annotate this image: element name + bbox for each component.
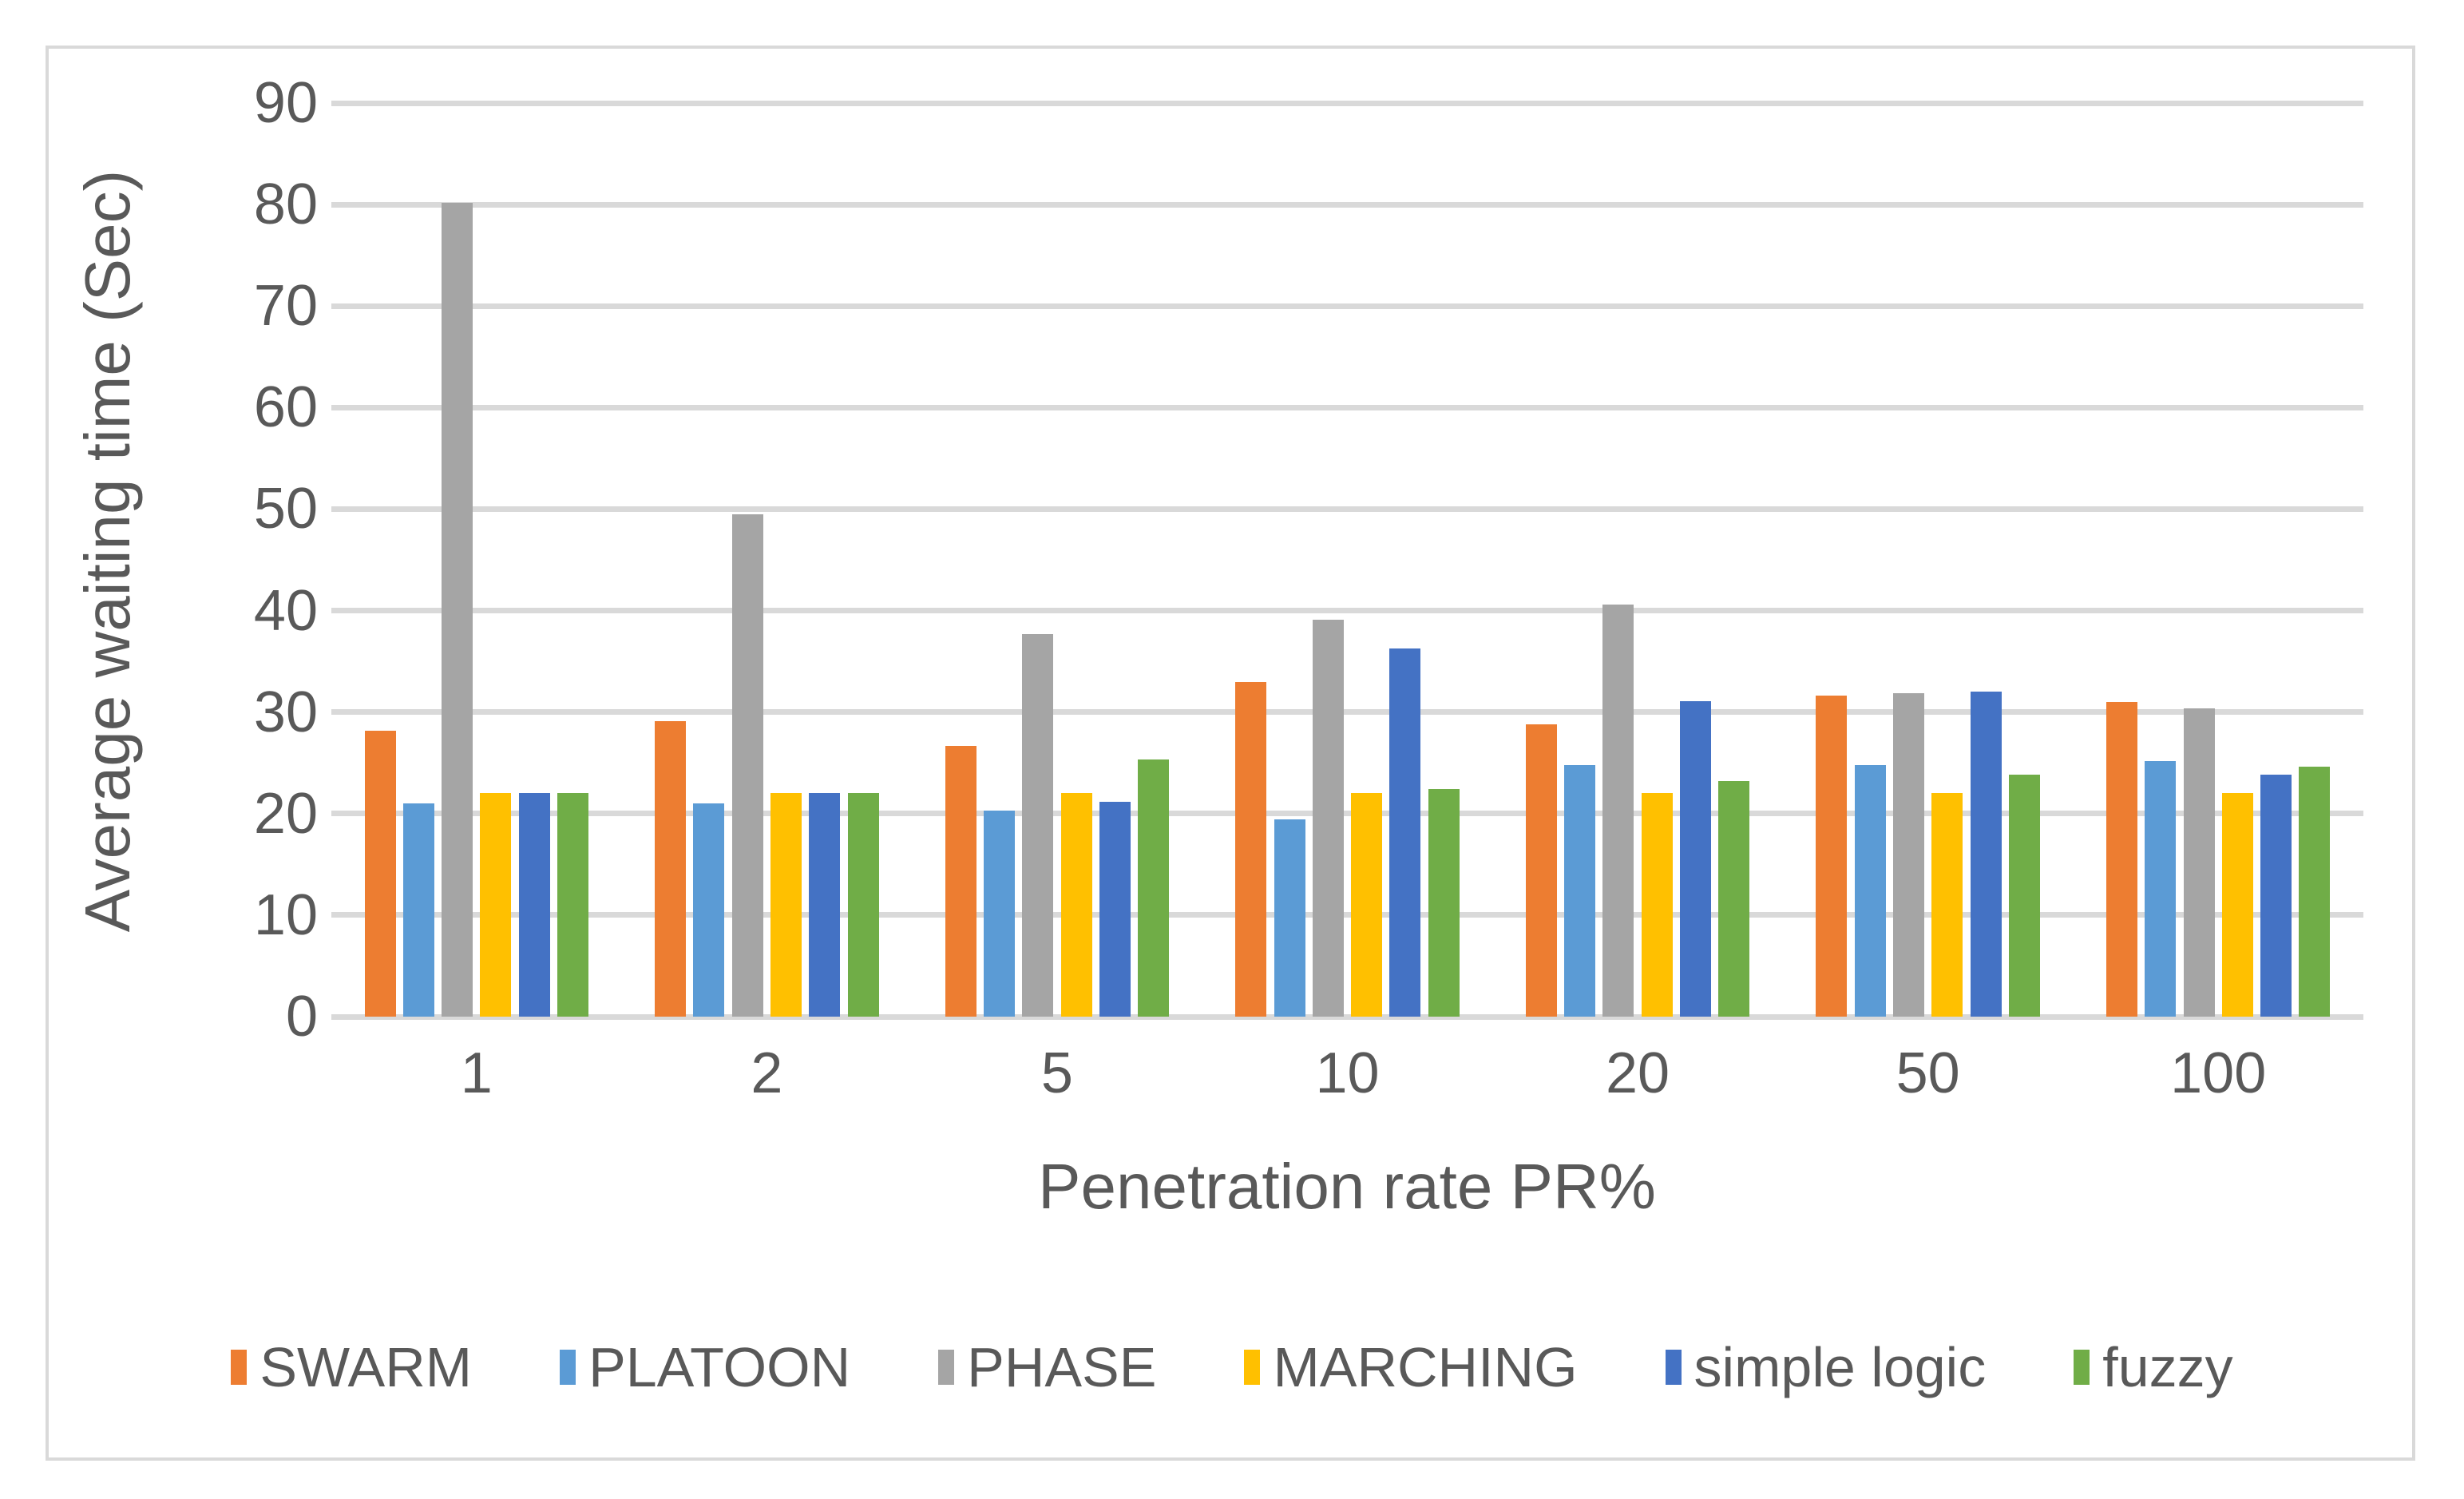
legend-item-PHASE: PHASE [938, 1335, 1156, 1399]
plot-area [331, 100, 2363, 1020]
x-tick-5: 5 [1040, 1041, 1073, 1105]
gridline [331, 912, 2363, 918]
legend-label: MARCHING [1273, 1336, 1578, 1398]
bar-SWARM-50 [1816, 696, 1848, 1017]
gridline [331, 608, 2363, 614]
bar-PHASE-2 [731, 514, 763, 1017]
x-tick-20: 20 [1606, 1041, 1670, 1105]
y-tick-0: 0 [285, 985, 318, 1049]
legend-label: SWARM [259, 1336, 473, 1398]
legend-label: fuzzy [2102, 1336, 2233, 1398]
bar-simple-logic-10 [1389, 648, 1421, 1017]
x-axis-title: Penetration rate PR% [1038, 1151, 1656, 1222]
bar-PHASE-5 [1022, 633, 1054, 1017]
legend-label: PHASE [967, 1336, 1157, 1398]
bar-MARCHING-50 [1931, 793, 1963, 1017]
bar-MARCHING-100 [2221, 793, 2253, 1017]
gridline [331, 201, 2363, 208]
bar-SWARM-5 [945, 745, 976, 1017]
legend-item-MARCHING: MARCHING [1244, 1335, 1578, 1399]
bar-PLATOON-5 [983, 810, 1015, 1017]
x-tick-2: 2 [751, 1041, 783, 1105]
y-tick-40: 40 [253, 578, 318, 643]
bar-PLATOON-2 [693, 803, 725, 1017]
bar-fuzzy-2 [847, 793, 879, 1017]
bar-fuzzy-5 [1138, 759, 1170, 1017]
y-tick-70: 70 [253, 274, 318, 339]
y-tick-50: 50 [253, 477, 318, 541]
bar-MARCHING-1 [480, 793, 512, 1017]
bar-simple-logic-5 [1099, 801, 1131, 1017]
bar-PHASE-10 [1312, 620, 1344, 1017]
x-axis-line [331, 1013, 2363, 1020]
bar-SWARM-10 [1235, 681, 1267, 1017]
y-axis-title: Average waiting time (Sec) [72, 169, 143, 933]
legend-marker-icon [231, 1350, 248, 1385]
legend-marker-icon [2074, 1350, 2090, 1385]
bar-MARCHING-5 [1060, 793, 1092, 1017]
gridline [331, 709, 2363, 716]
legend-marker-icon [1665, 1350, 1682, 1385]
x-tick-1: 1 [460, 1041, 493, 1105]
bar-simple-logic-2 [809, 793, 841, 1017]
y-tick-60: 60 [253, 375, 318, 440]
legend-marker-icon [938, 1350, 955, 1385]
bar-fuzzy-100 [2299, 767, 2331, 1017]
bar-fuzzy-1 [557, 793, 589, 1017]
bar-PLATOON-1 [402, 803, 434, 1017]
y-tick-10: 10 [253, 882, 318, 947]
bar-PHASE-100 [2183, 708, 2215, 1017]
bar-simple-logic-50 [1970, 692, 2002, 1017]
gridline [331, 404, 2363, 410]
bar-SWARM-1 [364, 730, 396, 1017]
legend-item-fuzzy: fuzzy [2074, 1335, 2233, 1399]
legend-marker-icon [1244, 1350, 1261, 1385]
gridline [331, 303, 2363, 309]
y-tick-90: 90 [253, 71, 318, 135]
bar-SWARM-20 [1525, 724, 1557, 1017]
legend-label: PLATOON [588, 1336, 851, 1398]
y-tick-20: 20 [253, 781, 318, 846]
bar-SWARM-2 [655, 721, 687, 1017]
bar-PLATOON-10 [1274, 819, 1305, 1017]
legend-item-SWARM: SWARM [231, 1335, 472, 1399]
legend: SWARM PLATOON PHASE MARCHING simple logic fuz… [0, 1335, 2464, 1399]
bar-PLATOON-20 [1564, 764, 1596, 1017]
bar-PHASE-50 [1892, 692, 1924, 1017]
bar-MARCHING-20 [1641, 793, 1673, 1017]
bar-SWARM-100 [2105, 701, 2137, 1017]
legend-item-simple-logic: simple logic [1665, 1335, 1987, 1399]
legend-marker-icon [560, 1350, 576, 1385]
bar-fuzzy-10 [1428, 789, 1460, 1017]
legend-item-PLATOON: PLATOON [560, 1335, 850, 1399]
bar-PLATOON-50 [1854, 764, 1886, 1017]
bar-PLATOON-100 [2145, 760, 2177, 1017]
bar-PHASE-1 [442, 202, 473, 1017]
bar-fuzzy-20 [1718, 781, 1750, 1017]
bar-MARCHING-10 [1351, 793, 1383, 1017]
x-tick-50: 50 [1896, 1041, 1960, 1105]
x-tick-10: 10 [1315, 1041, 1380, 1105]
bar-simple-logic-20 [1680, 700, 1712, 1017]
bar-simple-logic-100 [2260, 775, 2292, 1017]
bar-fuzzy-50 [2008, 775, 2040, 1017]
gridline [331, 811, 2363, 817]
bar-PHASE-20 [1602, 604, 1634, 1017]
gridline [331, 506, 2363, 512]
chart-frame [46, 46, 2415, 1461]
y-tick-80: 80 [253, 173, 318, 237]
bar-MARCHING-2 [770, 793, 802, 1017]
bar-simple-logic-1 [518, 793, 550, 1017]
x-tick-100: 100 [2170, 1041, 2267, 1105]
gridline [331, 100, 2363, 106]
y-tick-30: 30 [253, 680, 318, 744]
legend-label: simple logic [1694, 1336, 1987, 1398]
